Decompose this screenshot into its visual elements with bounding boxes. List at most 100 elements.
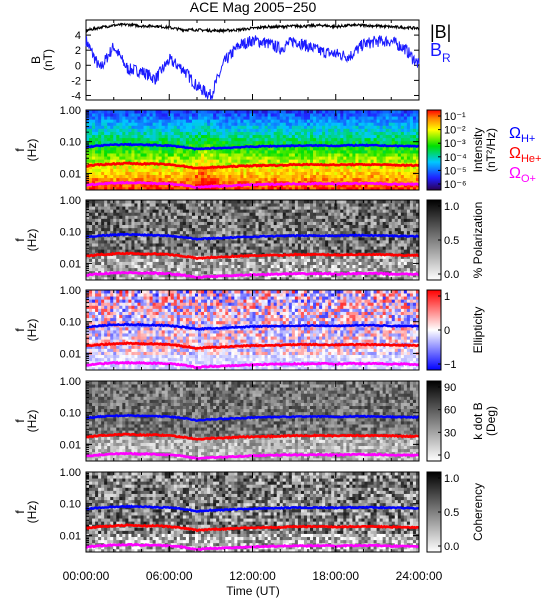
heatmap-cell [92, 243, 96, 247]
heatmap-cell [288, 146, 293, 151]
heatmap-cell [98, 267, 102, 272]
heatmap-cell [101, 206, 105, 210]
heatmap-cell [107, 156, 111, 160]
heatmap-cell [285, 203, 290, 207]
heatmap-cell [328, 171, 332, 176]
heatmap-cell [385, 150, 390, 154]
heatmap-cell [231, 276, 235, 281]
heatmap-cell [161, 236, 166, 241]
heatmap-cell [267, 261, 272, 266]
heatmap-cell [346, 140, 350, 145]
heatmap-cell [125, 249, 129, 253]
heatmap-cell [267, 236, 272, 241]
heatmap-cell [134, 258, 138, 262]
heatmap-cell [86, 267, 90, 272]
heatmap-cell [219, 243, 223, 247]
heatmap-cell [370, 113, 374, 117]
heatmap-cell [258, 159, 262, 163]
heatmap-cell [261, 236, 266, 241]
heatmap-cell [143, 131, 147, 136]
heatmap-cell [185, 218, 190, 222]
heatmap-cell [140, 246, 144, 250]
heatmap-cell [385, 180, 390, 185]
heatmap-cell [243, 174, 247, 179]
heatmap-cell [276, 183, 281, 188]
heatmap-cell [306, 137, 311, 142]
heatmap-cell [89, 168, 93, 172]
heatmap-cell [285, 137, 290, 142]
heatmap-cell [134, 221, 138, 226]
heatmap-cell [276, 230, 281, 235]
heatmap-cell [204, 174, 208, 179]
heatmap-cell [113, 143, 117, 148]
heatmap-cell [291, 224, 296, 229]
heatmap-cell [385, 137, 390, 142]
heatmap-cell [201, 233, 205, 238]
heatmap-cell [207, 177, 211, 182]
heatmap-cell [382, 137, 387, 142]
heatmap-cell [173, 212, 178, 216]
heatmap-cell [140, 261, 144, 266]
heatmap-cell [300, 156, 305, 160]
heatmap-cell [219, 258, 223, 262]
heatmap-cell [158, 134, 163, 139]
heatmap-cell [89, 255, 93, 259]
heatmap-cell [185, 180, 190, 185]
heatmap-cell [101, 249, 105, 253]
heatmap-cell [219, 246, 223, 250]
heatmap-cell [219, 119, 223, 123]
heatmap-cell [155, 267, 160, 272]
heatmap-cell [213, 180, 217, 185]
heatmap-cell [213, 131, 217, 136]
heatmap-cell [134, 212, 138, 216]
heatmap-cell [146, 146, 150, 151]
heatmap-cell [246, 153, 250, 157]
heatmap-cell [261, 180, 266, 185]
heatmap-cell [149, 203, 153, 207]
heatmap-cell [185, 264, 190, 269]
heatmap-cell [152, 236, 157, 241]
heatmap-cell [170, 243, 175, 247]
heatmap-cell [264, 261, 269, 266]
heatmap-cell [264, 153, 269, 157]
heatmap-cell [291, 174, 296, 179]
heatmap-cell [246, 116, 250, 120]
heatmap-cell [146, 273, 150, 278]
heatmap-cell [167, 255, 172, 259]
heatmap-cell [388, 134, 393, 139]
heatmap-cell [146, 174, 150, 179]
heatmap-cell [188, 143, 193, 148]
heatmap-cell [92, 236, 96, 241]
heatmap-cell [164, 159, 169, 163]
heatmap-cell [98, 200, 102, 204]
heatmap-cell [152, 119, 157, 123]
heatmap-cell [161, 264, 166, 269]
heatmap-cell [152, 122, 157, 126]
heatmap-cell [343, 156, 347, 160]
heatmap-cell [355, 168, 359, 172]
heatmap-cell [207, 249, 211, 253]
heatmap-cell [179, 209, 184, 213]
heatmap-cell [258, 243, 262, 247]
heatmap-cell [252, 240, 256, 244]
heatmap-cell [122, 128, 126, 132]
heatmap-cell [403, 140, 408, 145]
heatmap-cell [143, 128, 147, 132]
heatmap-cell [415, 122, 420, 126]
heatmap-cell [89, 146, 93, 151]
heatmap-cell [409, 122, 414, 126]
heatmap-cell [228, 186, 232, 191]
heatmap-cell [285, 243, 290, 247]
heatmap-cell [113, 209, 117, 213]
heatmap-cell [219, 137, 223, 142]
heatmap-cell [89, 243, 93, 247]
heatmap-cell [113, 122, 117, 126]
heatmap-cell [294, 255, 299, 259]
heatmap-cell [176, 240, 181, 244]
heatmap-cell [313, 146, 317, 151]
heatmap-cell [240, 171, 244, 176]
heatmap-cell [294, 249, 299, 253]
heatmap-cell [155, 224, 160, 229]
heatmap-cell [273, 159, 278, 163]
heatmap-cell [409, 119, 414, 123]
